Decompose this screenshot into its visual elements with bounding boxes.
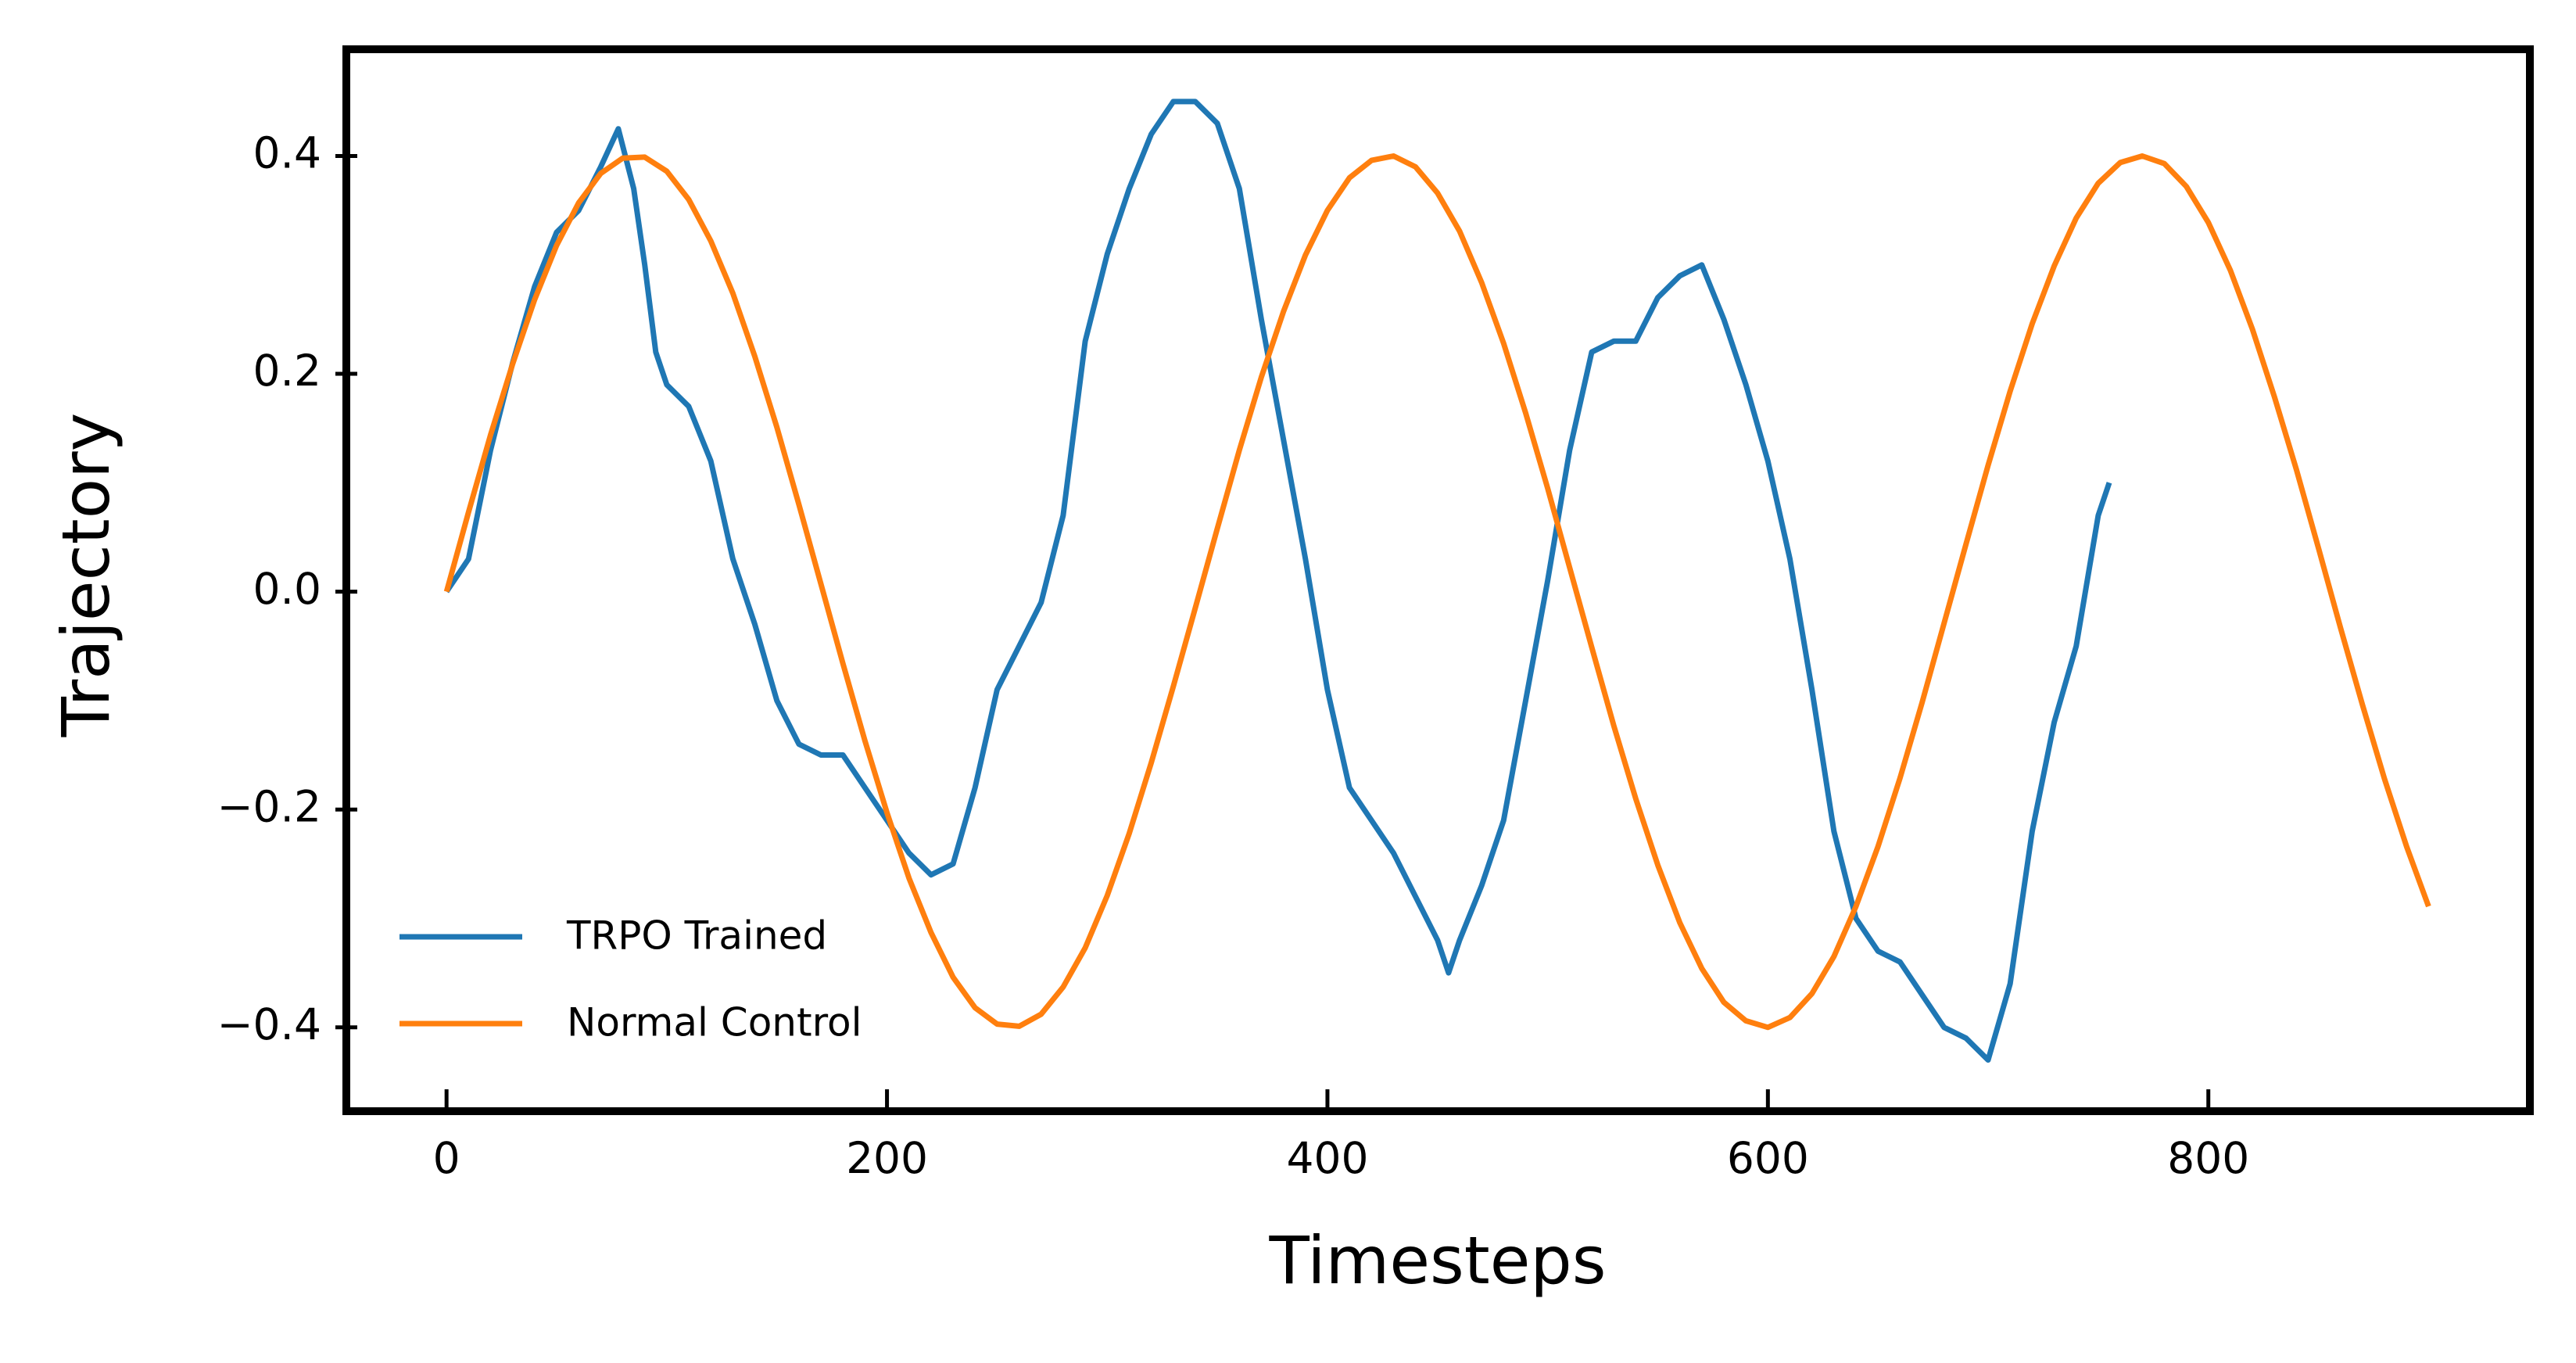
x-tick-label: 600 [1727, 1133, 1809, 1183]
y-tick-label: 0.4 [253, 128, 321, 178]
plot-frame [342, 45, 2534, 1115]
x-tick-label: 0 [433, 1133, 460, 1183]
x-tick-label: 200 [846, 1133, 928, 1183]
series-line [443, 153, 2431, 1031]
legend-label: TRPO Trained [566, 913, 827, 959]
x-axis-label: Timesteps [1268, 1222, 1606, 1299]
x-tick-label: 800 [2167, 1133, 2249, 1183]
series-line [444, 99, 2112, 1063]
y-tick-label: 0.0 [253, 564, 321, 614]
y-axis-label: Trajectory [48, 413, 124, 738]
x-tick-label: 400 [1286, 1133, 1368, 1183]
y-tick-label: −0.2 [217, 781, 321, 831]
legend-label: Normal Control [567, 1000, 862, 1046]
y-tick-label: −0.4 [217, 999, 321, 1049]
y-tick-label: 0.2 [253, 346, 321, 396]
